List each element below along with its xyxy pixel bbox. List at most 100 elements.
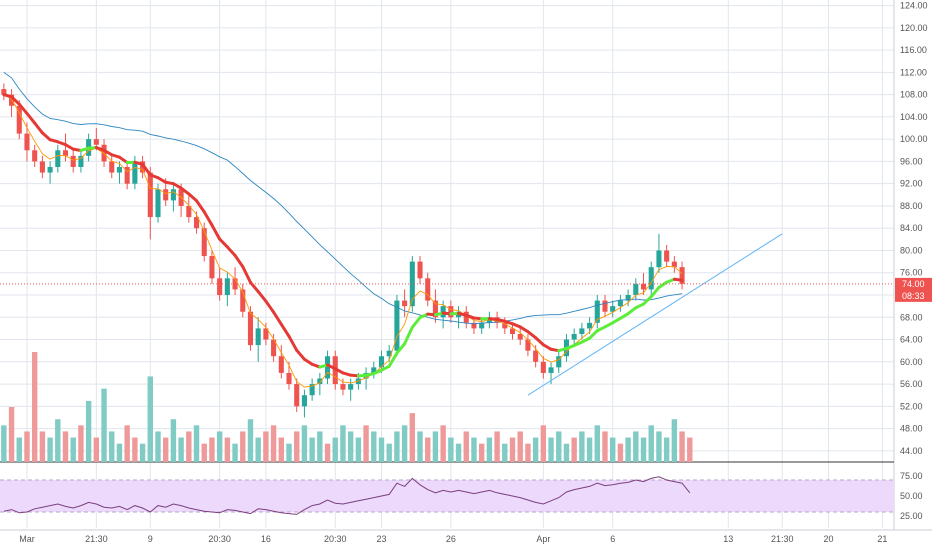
price-tick-label: 60.00: [900, 357, 923, 367]
price-tick-label: 100.00: [900, 134, 928, 144]
candle-body: [602, 301, 607, 312]
volume-bar: [564, 444, 569, 462]
trend-ema-segment: [297, 350, 305, 359]
time-tick-label: Mar: [19, 534, 35, 544]
volume-bar: [240, 431, 245, 462]
volume-bar: [255, 438, 260, 462]
volume-bar: [402, 425, 407, 462]
candle-body: [202, 228, 207, 256]
price-tick-label: 116.00: [900, 45, 927, 55]
volume-bar: [279, 438, 284, 462]
volume-bar: [17, 438, 22, 462]
volume-bar: [556, 431, 561, 462]
trend-ema-segment: [212, 225, 220, 239]
rsi-band: [0, 480, 894, 512]
candle-body: [63, 150, 68, 156]
volume-bar: [587, 438, 592, 462]
trend-ema-segment: [289, 336, 297, 350]
volume-bar: [664, 438, 669, 462]
volume-bar: [541, 425, 546, 462]
price-tick-label: 84.00: [900, 223, 923, 233]
volume-bar: [47, 438, 52, 462]
time-tick-label: 16: [261, 534, 271, 544]
volume-bar: [571, 438, 576, 462]
volume-bar: [425, 438, 430, 462]
price-tick-label: 104.00: [900, 112, 928, 122]
price-label-value: 74.00: [902, 279, 925, 289]
trend-ema-segment: [35, 123, 43, 133]
time-tick-label: 13: [723, 534, 733, 544]
trend-ema-segment: [189, 194, 197, 201]
price-tick-label: 68.00: [900, 312, 923, 322]
candle-body: [209, 256, 214, 278]
volume-bar: [9, 407, 14, 462]
volume-bar: [124, 425, 129, 462]
trend-ema-segment: [281, 324, 289, 336]
candle-body: [641, 284, 646, 290]
volume-bar: [479, 444, 484, 462]
time-tick-label: 20:30: [324, 534, 347, 544]
volume-bar: [171, 419, 176, 462]
volume-bar: [679, 431, 684, 462]
volume-bar: [448, 438, 453, 462]
price-tick-label: 48.00: [900, 424, 923, 434]
candle-body: [664, 250, 669, 261]
candle-body: [533, 351, 538, 362]
candle-body: [279, 356, 284, 373]
volume-bar: [433, 431, 438, 462]
volume-bar: [263, 431, 268, 462]
time-tick-label: 21: [877, 534, 887, 544]
candle-body: [656, 250, 661, 267]
candle-body: [548, 367, 553, 373]
volume-bar: [340, 425, 345, 462]
volume-bar: [387, 444, 392, 462]
time-tick-label: 21:30: [771, 534, 794, 544]
volume-bar: [1, 425, 6, 462]
volume-bar: [217, 431, 222, 462]
price-tick-label: 64.00: [900, 335, 923, 345]
time-tick-label: 23: [376, 534, 386, 544]
trend-ema-segment: [27, 113, 35, 123]
candle-body: [155, 189, 160, 217]
candle-body: [101, 145, 106, 162]
candle-body: [117, 167, 122, 173]
volume-bar: [525, 444, 530, 462]
candle-body: [448, 306, 453, 317]
volume-bar: [55, 419, 60, 462]
trend-ema-segment: [227, 247, 235, 255]
candle-body: [163, 189, 168, 200]
candle-body: [40, 161, 45, 172]
price-tick-label: 44.00: [900, 446, 923, 456]
volume-bar: [32, 352, 37, 462]
candle-body: [233, 278, 238, 289]
volume-bar: [271, 425, 276, 462]
volume-bar: [163, 438, 168, 462]
price-label-countdown: 08:33: [902, 291, 925, 301]
price-axis[interactable]: 124.00120.00116.00112.00108.00104.00100.…: [900, 1, 928, 521]
candle-body: [248, 312, 253, 345]
candle-body: [225, 278, 230, 295]
volume-bar: [595, 425, 600, 462]
volume-bar: [610, 438, 615, 462]
candle-body: [633, 284, 638, 295]
candle-body: [32, 150, 37, 161]
candle-body: [572, 334, 577, 340]
trend-ema-segment: [274, 312, 282, 324]
trend-ema-segment: [220, 239, 228, 247]
candle-body: [217, 278, 222, 295]
time-tick-label: Apr: [536, 534, 550, 544]
trend-ema-segment: [235, 255, 243, 266]
volume-bar: [649, 425, 654, 462]
trend-ema-segment: [250, 282, 258, 291]
volume-bar: [63, 431, 68, 462]
volume-bar: [225, 438, 230, 462]
rsi-tick-label: 50.00: [900, 491, 923, 501]
time-tick-label: 21:30: [85, 534, 108, 544]
volume-bar: [24, 431, 29, 462]
candle-body: [78, 156, 83, 167]
trendline: [528, 234, 782, 395]
volume-bar: [687, 438, 692, 462]
